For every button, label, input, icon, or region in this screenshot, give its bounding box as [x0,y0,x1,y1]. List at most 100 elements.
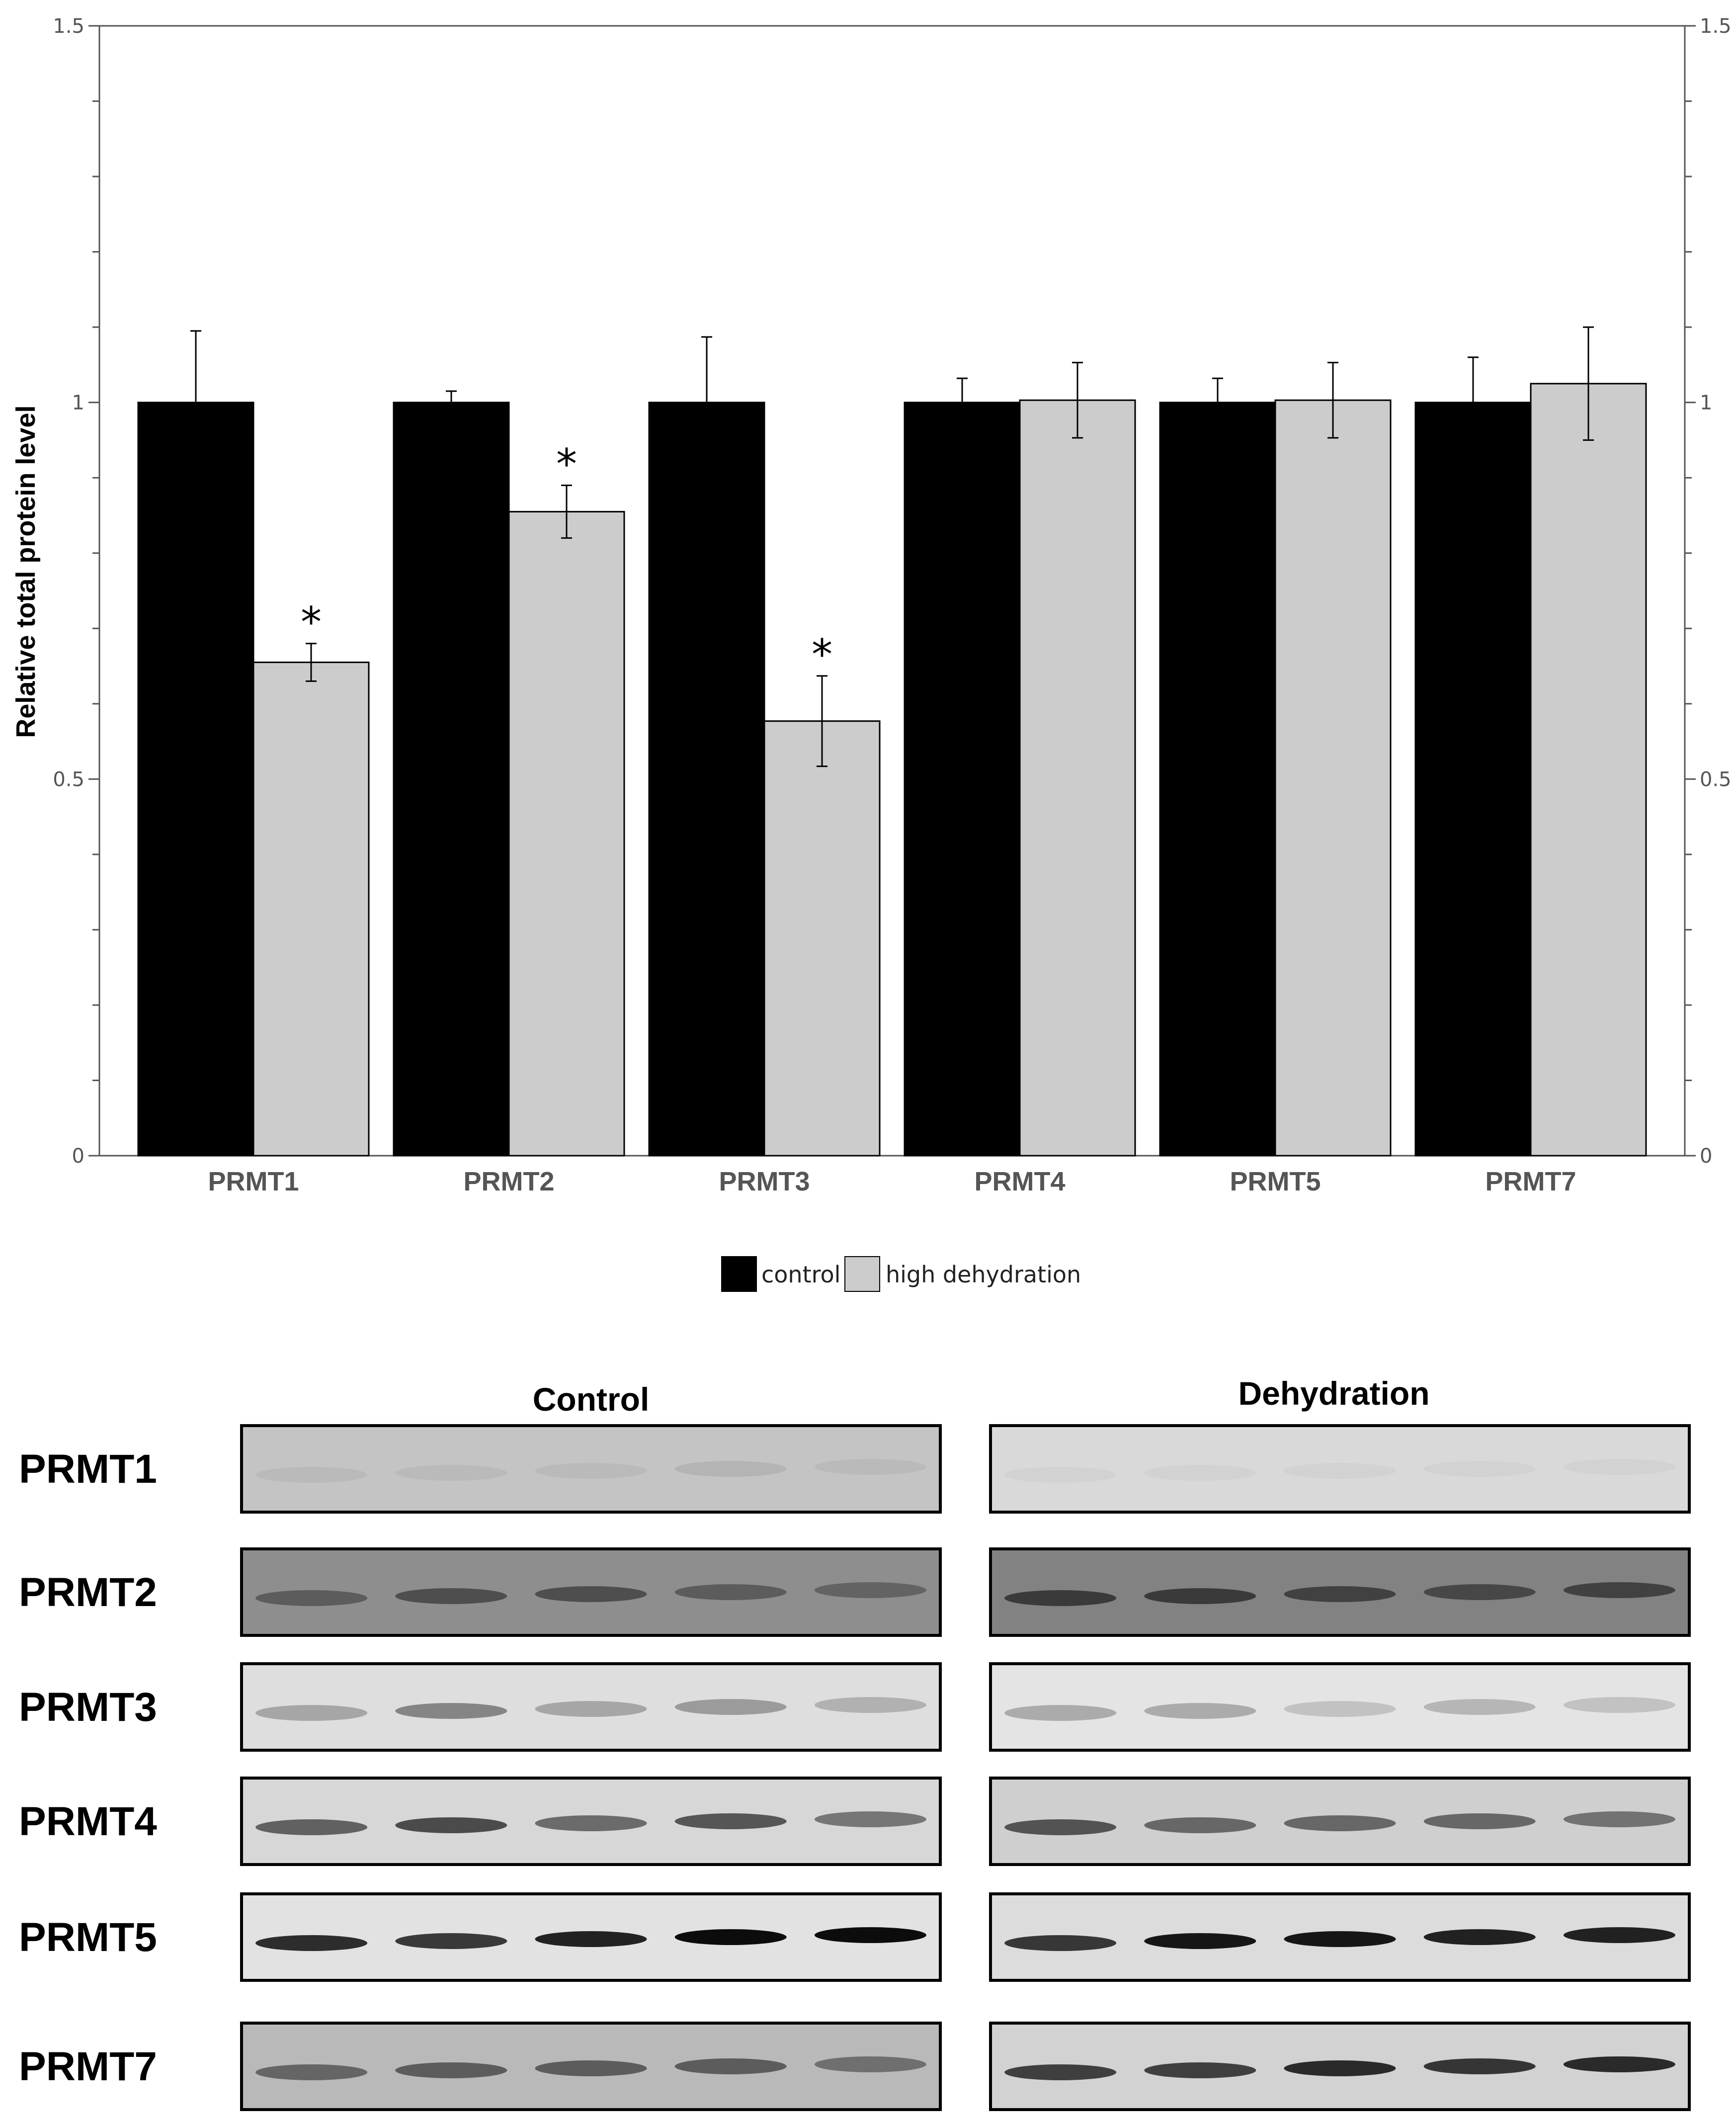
blot-band [1563,1582,1675,1598]
axis-labels: Relative total protein level [11,405,41,738]
blot-band [1144,1703,1256,1719]
blot-band [1144,2062,1256,2078]
blot-band [1423,1584,1536,1600]
x-tick-label: PRMT2 [463,1167,554,1196]
blot-band [395,1817,507,1833]
blot-strip-PRMT5-control [240,1892,942,1982]
blot-strip-PRMT5-dehydration [989,1892,1691,1982]
legend: control high dehydration [721,1256,1081,1292]
blot-band [535,1586,647,1602]
blot-band [535,1463,647,1479]
blot-band [814,1927,926,1943]
bar-PRMT5-dehydration [1274,399,1392,1157]
blot-band [535,1815,647,1831]
y-tick-label-right: 0 [1700,1145,1712,1168]
blot-strip-PRMT2-dehydration [989,1547,1691,1637]
blot-band [1144,1933,1256,1949]
blot-band [1144,1817,1256,1833]
blot-band [255,1467,368,1483]
significance-star: * [301,598,322,647]
blot-band [1423,1929,1536,1945]
blot-band [395,1703,507,1719]
blot-band [255,2064,368,2080]
blot-band [1004,1705,1117,1721]
x-tick-label: PRMT7 [1485,1167,1576,1196]
blot-band [535,1931,647,1947]
blot-band [1563,1811,1675,1827]
blot-band [395,1933,507,1949]
legend-label-control: control [761,1261,840,1288]
blot-row-label: PRMT3 [19,1685,157,1730]
blot-band [395,1465,507,1481]
blot-band [1004,1467,1116,1483]
blot-band [255,1935,368,1951]
y-tick-label-left: 0.5 [53,768,84,791]
blot-row-label: PRMT5 [19,1915,157,1960]
bars-layer [137,383,1647,1157]
blot-band [1144,1465,1256,1481]
blot-band [395,2062,507,2078]
bar-PRMT4-dehydration [1019,399,1136,1157]
blot-band [674,1461,787,1477]
blot-band [1563,1697,1675,1713]
blot-band [535,2060,647,2076]
y-tick-label-right: 1 [1700,392,1712,415]
blot-band [395,1588,507,1604]
bar-PRMT3-control [648,402,765,1157]
x-tick-label: PRMT1 [208,1167,299,1196]
x-tick-label: PRMT5 [1230,1167,1321,1196]
legend-label-dehydration: high dehydration [886,1261,1081,1288]
y-axis-label: Relative total protein level [11,405,41,738]
blot-row-label: PRMT4 [19,1799,157,1844]
blot-band [1423,1699,1536,1715]
blot-band [814,1697,926,1713]
blot-band [255,1590,368,1606]
blot-band [1284,1931,1396,1947]
blot-background [240,1662,942,1752]
blot-strip-PRMT1-dehydration [989,1424,1691,1514]
blot-band [674,1584,787,1600]
blot-background [240,1424,942,1514]
blot-background [989,1424,1691,1514]
blot-band [674,1929,787,1945]
blot-band [1004,2064,1117,2080]
blot-band [814,2056,926,2072]
blot-row-label: PRMT2 [19,1570,157,1615]
bar-PRMT1-control [137,402,254,1157]
blot-band [814,1459,926,1475]
blot-band [1563,1927,1675,1943]
blot-band [1563,2056,1675,2072]
blot-group-title: Dehydration [1238,1375,1429,1412]
y-tick-label-left: 1.5 [53,15,84,38]
bar-PRMT3-dehydration [763,720,881,1157]
blot-band [1564,1459,1675,1475]
blot-band [1284,1586,1396,1602]
blot-band [674,2058,787,2074]
blot-band [1004,1935,1117,1951]
legend-swatch-control [721,1256,757,1292]
blot-background [989,1662,1691,1752]
significance-layer: * * * [301,439,832,679]
blot-band [535,1701,647,1717]
blot-band [674,1813,787,1829]
bar-PRMT5-control [1159,402,1276,1157]
blot-band [1284,1463,1396,1479]
blot-strip-PRMT2-control [240,1547,942,1637]
significance-star: * [812,630,832,679]
blot-strip-PRMT1-control [240,1424,942,1514]
x-tick-label: PRMT3 [719,1167,810,1196]
bar-PRMT4-control [904,402,1021,1157]
blot-strip-PRMT7-control [240,2022,942,2111]
blot-row-label: PRMT7 [19,2044,157,2089]
y-tick-label-right: 0.5 [1700,768,1732,791]
y-tick-label-left: 1 [72,392,84,415]
blot-strip-PRMT4-dehydration [989,1777,1691,1866]
bar-chart: 0 0 0.5 0.5 1 1 1.5 1.5 PRMT1 PRMT2 PRMT3 PRMT4 PRMT… [11,15,1732,1292]
blot-band [255,1705,368,1721]
blot-group-title: Control [533,1381,650,1418]
error-bars-layer [190,326,1594,767]
blot-band [1284,1815,1396,1831]
blot-band [1284,1701,1396,1717]
blot-strip-PRMT3-dehydration [989,1662,1691,1752]
